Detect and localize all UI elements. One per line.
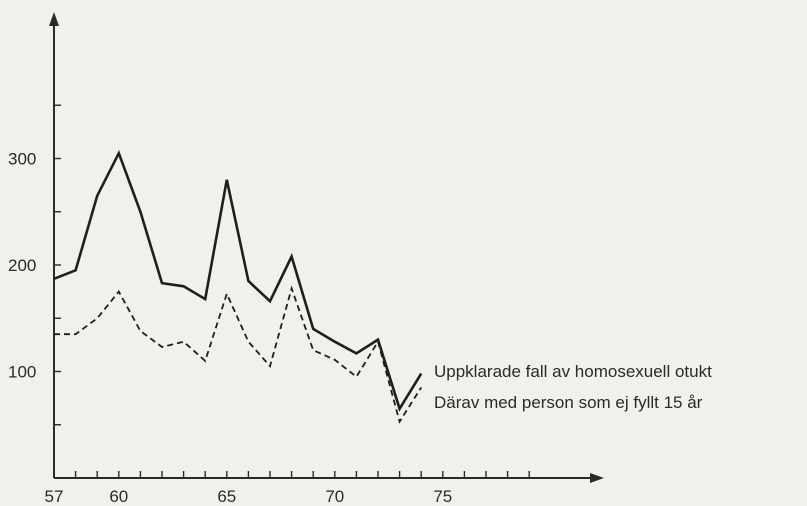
legend: Uppklarade fall av homosexuell otukt Där…	[434, 362, 712, 412]
ticks: 57 60 65 70 75 100 200 300	[8, 104, 530, 506]
axes	[49, 12, 604, 483]
x-tick-label: 70	[325, 487, 344, 506]
y-tick-label: 200	[8, 256, 36, 275]
series-line-2	[54, 285, 422, 424]
y-tick-label: 300	[8, 150, 36, 169]
x-tick-label: 60	[109, 487, 128, 506]
x-tick-label: 57	[45, 487, 64, 506]
x-axis-arrow	[590, 473, 604, 483]
y-axis-arrow	[49, 12, 59, 26]
series	[53, 149, 423, 424]
legend-label-series-2: Därav med person som ej fyllt 15 år	[434, 393, 703, 412]
legend-label-series-1: Uppklarade fall av homosexuell otukt	[434, 362, 712, 381]
x-tick-label: 65	[217, 487, 236, 506]
x-tick-label: 75	[433, 487, 452, 506]
series-line-1	[53, 149, 423, 412]
y-tick-label: 100	[8, 363, 36, 382]
